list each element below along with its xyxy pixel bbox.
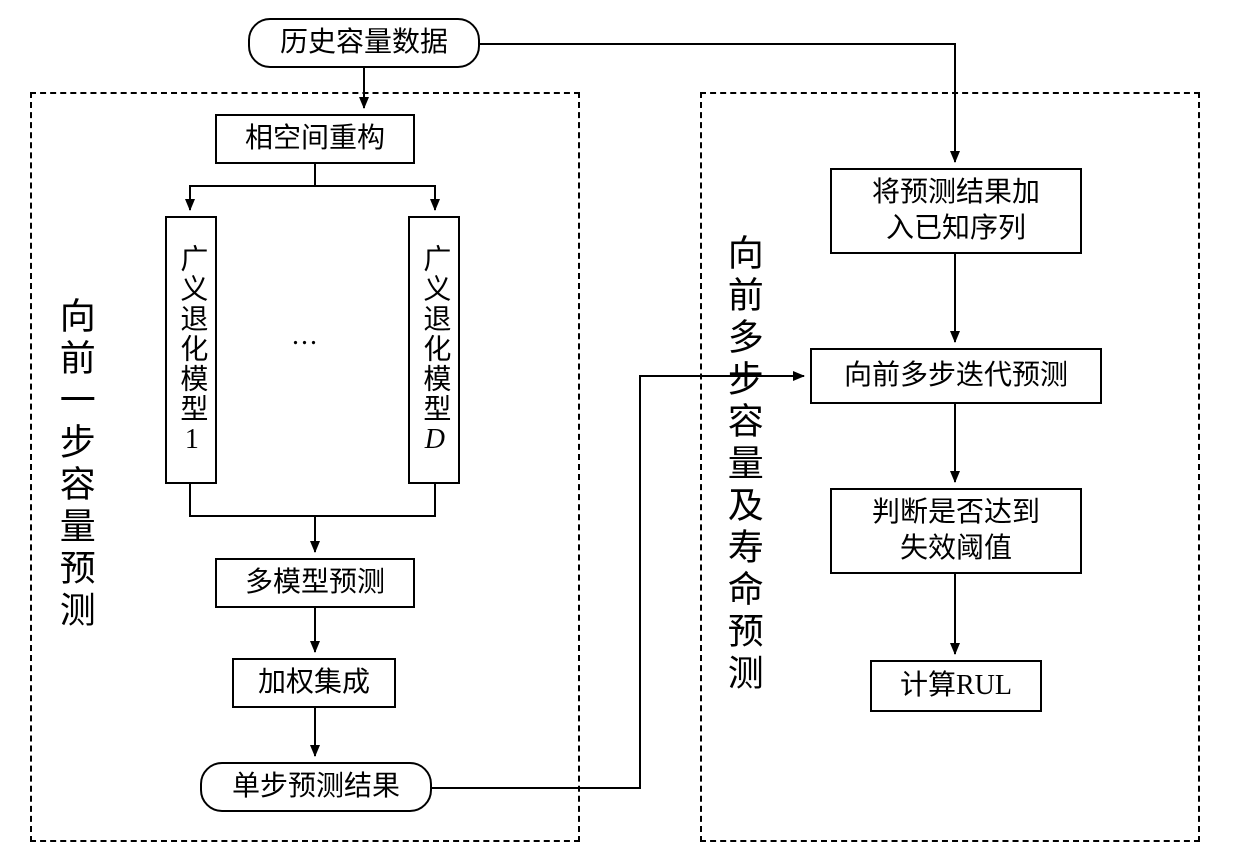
node-phase-space: 相空间重构 <box>215 114 415 164</box>
label-rul: 计算RUL <box>900 668 1012 704</box>
side-label-left: 向前一步容量预测 <box>52 250 96 680</box>
side-label-right-text: 向前多步容量及寿命预测 <box>722 234 762 696</box>
label-model-1: 广义退化模型1 <box>176 244 207 457</box>
label-model-d-suffix: D <box>419 424 450 457</box>
node-rul: 计算RUL <box>870 660 1042 712</box>
label-threshold-l1: 判断是否达到 <box>872 495 1040 531</box>
node-weighted: 加权集成 <box>232 658 396 708</box>
node-threshold: 判断是否达到 失效阈值 <box>830 488 1082 574</box>
label-phase-space: 相空间重构 <box>245 121 385 157</box>
label-add-to-seq-l2: 入已知序列 <box>886 211 1026 247</box>
label-weighted: 加权集成 <box>258 665 370 701</box>
label-model-1-prefix: 广义退化模型 <box>176 244 207 424</box>
side-label-left-text: 向前一步容量预测 <box>54 297 94 633</box>
diagram-canvas: 历史容量数据 向前一步容量预测 向前多步容量及寿命预测 相空间重构 广义退化模型… <box>0 0 1240 860</box>
label-add-to-seq-l1: 将预测结果加 <box>872 175 1040 211</box>
node-add-to-seq: 将预测结果加 入已知序列 <box>830 168 1082 254</box>
label-ellipsis: ... <box>292 320 319 351</box>
label-model-1-suffix: 1 <box>176 424 207 457</box>
label-model-d: 广义退化模型D <box>419 244 450 457</box>
label-threshold-l2: 失效阈值 <box>900 531 1012 567</box>
label-single-step: 单步预测结果 <box>232 769 400 805</box>
label-model-d-prefix: 广义退化模型 <box>419 244 450 424</box>
label-history-data: 历史容量数据 <box>280 25 448 61</box>
side-label-right: 向前多步容量及寿命预测 <box>720 200 764 730</box>
label-iterate: 向前多步迭代预测 <box>844 358 1068 394</box>
node-model-1: 广义退化模型1 <box>165 216 217 484</box>
node-history-data: 历史容量数据 <box>248 18 480 68</box>
label-multi-model: 多模型预测 <box>245 565 385 601</box>
node-iterate: 向前多步迭代预测 <box>810 348 1102 404</box>
panel-one-step <box>30 92 580 842</box>
node-single-step: 单步预测结果 <box>200 762 432 812</box>
node-multi-model: 多模型预测 <box>215 558 415 608</box>
node-model-d: 广义退化模型D <box>408 216 460 484</box>
ellipsis: ... <box>292 320 319 352</box>
